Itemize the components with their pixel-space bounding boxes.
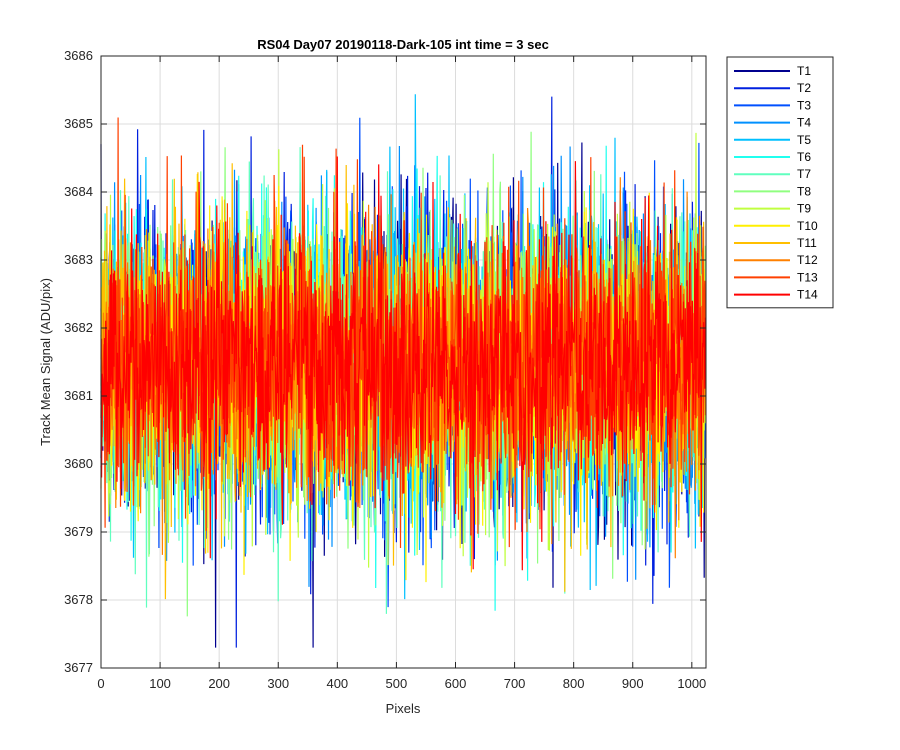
x-tick-label: 0 <box>97 676 104 691</box>
y-tick-label: 3683 <box>64 252 93 267</box>
legend-label: T1 <box>797 64 811 78</box>
y-tick-label: 3686 <box>64 48 93 63</box>
legend-label: T4 <box>797 116 811 130</box>
legend-label: T7 <box>797 167 811 181</box>
legend-box <box>726 56 834 309</box>
legend-label: T9 <box>797 202 811 216</box>
y-tick-label: 3682 <box>64 320 93 335</box>
x-tick-label: 100 <box>149 676 171 691</box>
x-axis-label: Pixels <box>386 701 421 716</box>
legend-label: T12 <box>797 253 818 267</box>
x-tick-label: 300 <box>267 676 289 691</box>
legend-label: T5 <box>797 133 811 147</box>
y-tick-label: 3685 <box>64 116 93 131</box>
plot-frame <box>100 55 707 669</box>
x-tick-label: 600 <box>445 676 467 691</box>
x-tick-label: 700 <box>504 676 526 691</box>
y-axis-label: Track Mean Signal (ADU/pix) <box>38 278 53 446</box>
x-tick-label: 500 <box>386 676 408 691</box>
legend-label: T6 <box>797 150 811 164</box>
y-tick-label: 3681 <box>64 388 93 403</box>
legend-label: T14 <box>797 288 818 302</box>
x-tick-label: 1000 <box>677 676 706 691</box>
y-tick-label: 3678 <box>64 592 93 607</box>
legend-label: T3 <box>797 98 811 112</box>
y-tick-label: 3684 <box>64 184 93 199</box>
y-tick-label: 3680 <box>64 456 93 471</box>
legend-label: T10 <box>797 219 818 233</box>
x-tick-label: 400 <box>326 676 348 691</box>
chart-title: RS04 Day07 20190118-Dark-105 int time = … <box>257 37 549 52</box>
legend: T1 T2 T3 T4 T5 T6 T7 T8 T9 T10 T11 T12 T13 T14 <box>726 56 834 309</box>
y-tick-label: 3679 <box>64 524 93 539</box>
x-tick-label: 200 <box>208 676 230 691</box>
legend-label: T8 <box>797 184 811 198</box>
y-tick-label: 3677 <box>64 660 93 675</box>
x-tick-label: 900 <box>622 676 644 691</box>
legend-label: T2 <box>797 81 811 95</box>
series-layer <box>100 94 706 648</box>
series-line-t14 <box>100 156 706 571</box>
axis-ticks: 0 100 200 300 400 500 600 700 800 900 1000 3677 3678… <box>64 48 706 691</box>
legend-label: T13 <box>797 270 818 284</box>
legend-label: T11 <box>797 236 817 250</box>
x-tick-label: 800 <box>563 676 585 691</box>
